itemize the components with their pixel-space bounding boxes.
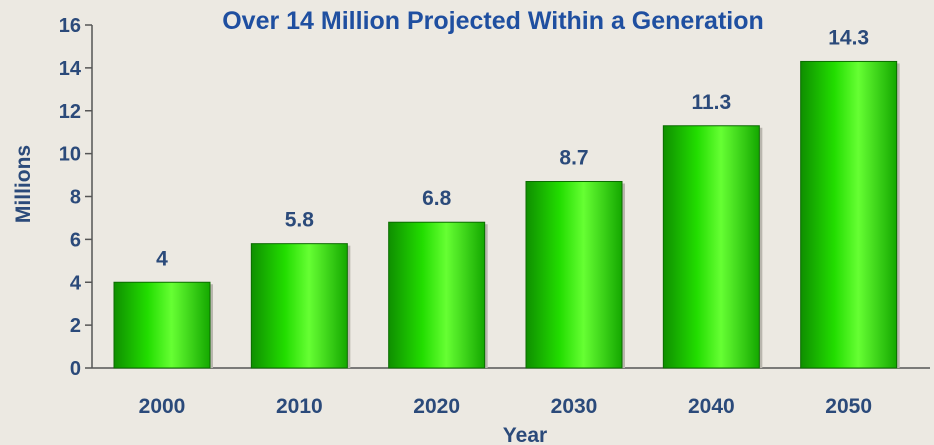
bar — [113, 281, 211, 369]
y-tick-label: 0 — [70, 358, 81, 380]
y-tick-label: 2 — [70, 315, 81, 337]
y-tick-label: 14 — [59, 58, 82, 80]
y-tick-label: 12 — [59, 101, 81, 123]
bar-value-label: 14.3 — [828, 26, 869, 49]
x-axis-label: Year — [503, 424, 547, 445]
y-tick-label: 4 — [70, 272, 82, 294]
bar — [662, 125, 760, 369]
bars: 4 2000 5.8 2010 6.8 2020 8.7 2030 11.3 2040 14.3 20… — [113, 26, 900, 418]
chart-title: Over 14 Million Projected Within a Gener… — [222, 7, 764, 35]
y-axis-label: Millions — [12, 145, 35, 223]
x-tick-label: 2050 — [825, 395, 872, 418]
y-tick-label: 10 — [59, 144, 81, 166]
bar-value-label: 11.3 — [691, 91, 731, 114]
x-tick-label: 2030 — [551, 395, 598, 418]
bar-value-label: 8.7 — [559, 146, 588, 169]
bar — [800, 60, 898, 369]
x-tick-label: 2000 — [139, 395, 186, 418]
axes: 0 2 4 6 8 10 12 14 16 — [59, 15, 930, 380]
bar-value-label: 6.8 — [422, 187, 452, 210]
x-tick-label: 2020 — [413, 395, 460, 418]
bar — [525, 180, 623, 369]
x-tick-label: 2040 — [688, 395, 735, 418]
bar — [388, 221, 486, 369]
x-tick-label: 2010 — [276, 395, 323, 418]
bar — [250, 243, 348, 369]
bar-value-label: 4 — [156, 247, 168, 270]
y-tick-label: 16 — [59, 15, 81, 37]
bar-value-label: 5.8 — [285, 209, 315, 232]
y-tick-label: 8 — [70, 187, 81, 209]
y-tick-label: 6 — [70, 229, 81, 251]
